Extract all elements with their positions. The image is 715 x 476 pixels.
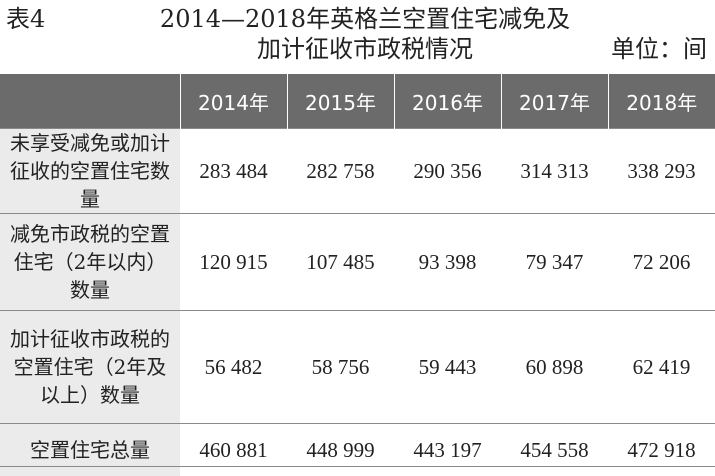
- table-cell: 282 758: [287, 129, 394, 214]
- table-cell: 59 443: [394, 311, 501, 424]
- table-cell: 58 756: [287, 311, 394, 424]
- table-bottom-rule: [0, 466, 715, 467]
- row-label-council-tax-premium: 加计征收市政税的空置住宅（2年及以上）数量: [0, 311, 180, 424]
- table-cell: 107 485: [287, 214, 394, 311]
- table-cell: 283 484: [180, 129, 287, 214]
- table-cell: 472 918: [608, 424, 715, 476]
- table-cell: 79 347: [501, 214, 608, 311]
- table-row: 减免市政税的空置住宅（2年以内）数量 120 915 107 485 93 39…: [0, 214, 715, 311]
- row-label-council-tax-discount: 减免市政税的空置住宅（2年以内）数量: [0, 214, 180, 311]
- table-row: 未享受减免或加计征收的空置住宅数量 283 484 282 758 290 35…: [0, 129, 715, 214]
- header-row: 2014年 2015年 2016年 2017年 2018年: [0, 74, 715, 129]
- table-cell: 443 197: [394, 424, 501, 476]
- vacant-housing-table: 2014年 2015年 2016年 2017年 2018年 未享受减免或加计征收…: [0, 74, 715, 476]
- table-cell: 60 898: [501, 311, 608, 424]
- table-cell: 120 915: [180, 214, 287, 311]
- table-cell: 93 398: [394, 214, 501, 311]
- header-corner: [0, 74, 180, 129]
- table-title-line-2: 加计征收市政税情况: [120, 34, 610, 64]
- table-cell: 290 356: [394, 129, 501, 214]
- table-cell: 62 419: [608, 311, 715, 424]
- header-year-2018: 2018年: [608, 74, 715, 129]
- table-cell: 314 313: [501, 129, 608, 214]
- header-year-2017: 2017年: [501, 74, 608, 129]
- header-year-2015: 2015年: [287, 74, 394, 129]
- table-row: 空置住宅总量 460 881 448 999 443 197 454 558 4…: [0, 424, 715, 476]
- table-cell: 72 206: [608, 214, 715, 311]
- row-label-no-discount-or-premium: 未享受减免或加计征收的空置住宅数量: [0, 129, 180, 214]
- table-cell: 338 293: [608, 129, 715, 214]
- table-cell: 56 482: [180, 311, 287, 424]
- unit-label: 单位：间: [611, 34, 707, 64]
- header-year-2014: 2014年: [180, 74, 287, 129]
- table-number-label: 表4: [6, 4, 45, 34]
- table-title-line-1: 2014—2018年英格兰空置住宅减免及: [120, 4, 610, 34]
- table-cell: 454 558: [501, 424, 608, 476]
- row-label-total-vacant-housing: 空置住宅总量: [0, 424, 180, 476]
- table-row: 加计征收市政税的空置住宅（2年及以上）数量 56 482 58 756 59 4…: [0, 311, 715, 424]
- table-cell: 448 999: [287, 424, 394, 476]
- header-year-2016: 2016年: [394, 74, 501, 129]
- table-cell: 460 881: [180, 424, 287, 476]
